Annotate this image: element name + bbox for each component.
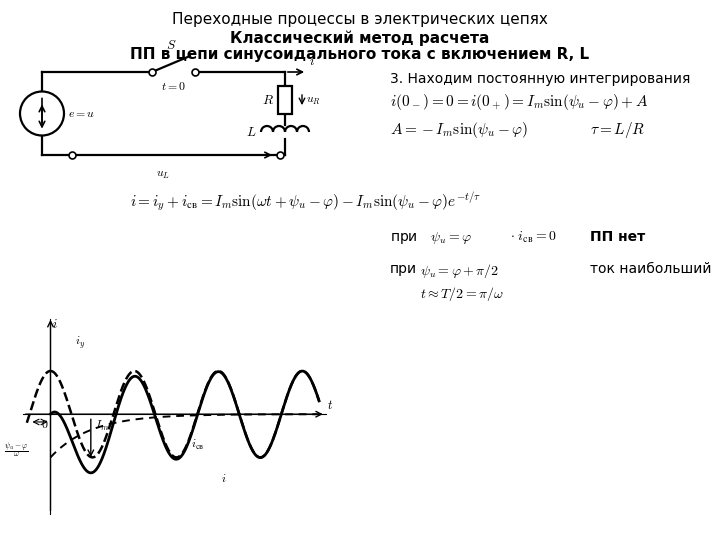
Text: $\psi_u = \varphi + \pi/2$: $\psi_u = \varphi + \pi/2$ [420,262,499,280]
Text: при: при [390,262,417,276]
Text: при   $\psi_u = \varphi$: при $\psi_u = \varphi$ [390,230,472,246]
Text: $t=0$: $t=0$ [161,80,186,93]
Text: $u_L$: $u_L$ [156,168,171,181]
Text: $S$: $S$ [166,39,176,52]
Text: $i_y$: $i_y$ [75,335,85,351]
Text: $L$: $L$ [246,125,256,138]
Text: $i_{\rm св}$: $i_{\rm св}$ [191,438,204,452]
Text: $i$: $i$ [309,55,315,68]
Text: $i$: $i$ [222,472,227,485]
Circle shape [20,91,64,136]
Bar [278,86,292,114]
Text: ток наибольший: ток наибольший [590,262,711,276]
Text: ПП в цепи синусоидального тока с включением R, L: ПП в цепи синусоидального тока с включен… [130,47,590,62]
Text: $A = -I_m\sin(\psi_u - \varphi)$: $A = -I_m\sin(\psi_u - \varphi)$ [390,120,528,140]
Text: ПП нет: ПП нет [590,230,645,244]
Text: Переходные процессы в электрических цепях: Переходные процессы в электрических цепя… [172,12,548,27]
Text: 3. Находим постоянную интегрирования: 3. Находим постоянную интегрирования [390,72,690,86]
Text: $i = i_y + i_{\rm св} = I_m\sin(\omega t + \psi_u - \varphi) - I_m\sin(\psi_u - : $i = i_y + i_{\rm св} = I_m\sin(\omega t… [130,190,481,213]
Text: $t$: $t$ [327,399,333,412]
Text: $\frac{\psi_u - \varphi}{\omega}$: $\frac{\psi_u - \varphi}{\omega}$ [4,440,28,459]
Text: $0$: $0$ [41,417,48,430]
Text: $\cdot\ i_{\rm св} = 0$: $\cdot\ i_{\rm св} = 0$ [510,230,557,245]
Text: $R$: $R$ [262,93,274,106]
Text: $\tau = L/R$: $\tau = L/R$ [590,120,645,140]
Text: $e=u$: $e=u$ [68,107,95,120]
Text: $t \approx T/2 = \pi/\omega$: $t \approx T/2 = \pi/\omega$ [420,285,504,303]
Text: $u_R$: $u_R$ [306,93,321,106]
Text: $i(0_-) = 0 = i(0_+) = I_m\sin(\psi_u - \varphi) + A$: $i(0_-) = 0 = i(0_+) = I_m\sin(\psi_u - … [390,92,649,112]
Text: $i$: $i$ [53,318,58,331]
Text: Классический метод расчета: Классический метод расчета [230,30,490,45]
Text: $I_m$: $I_m$ [95,420,109,434]
